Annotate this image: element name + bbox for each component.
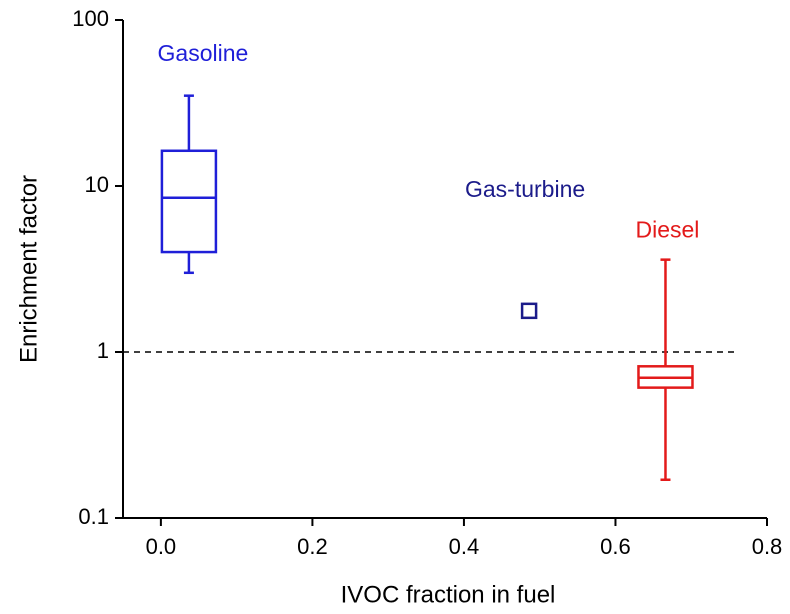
series-label: Diesel xyxy=(636,217,700,243)
x-tick-label: 0.0 xyxy=(146,534,177,559)
y-axis-label: Enrichment factor xyxy=(15,175,42,363)
x-tick-label: 0.2 xyxy=(297,534,328,559)
y-tick-label: 1 xyxy=(97,338,109,363)
x-axis-label: IVOC fraction in fuel xyxy=(341,581,556,608)
series-label: Gasoline xyxy=(158,40,249,66)
y-tick-label: 100 xyxy=(72,6,109,31)
series-label: Gas-turbine xyxy=(465,176,585,202)
x-tick-label: 0.8 xyxy=(752,534,783,559)
x-tick-label: 0.4 xyxy=(449,534,480,559)
box xyxy=(160,149,218,254)
point xyxy=(520,302,538,320)
y-tick-label: 10 xyxy=(85,172,109,197)
y-tick-label: 0.1 xyxy=(78,504,109,529)
x-tick-label: 0.6 xyxy=(600,534,631,559)
